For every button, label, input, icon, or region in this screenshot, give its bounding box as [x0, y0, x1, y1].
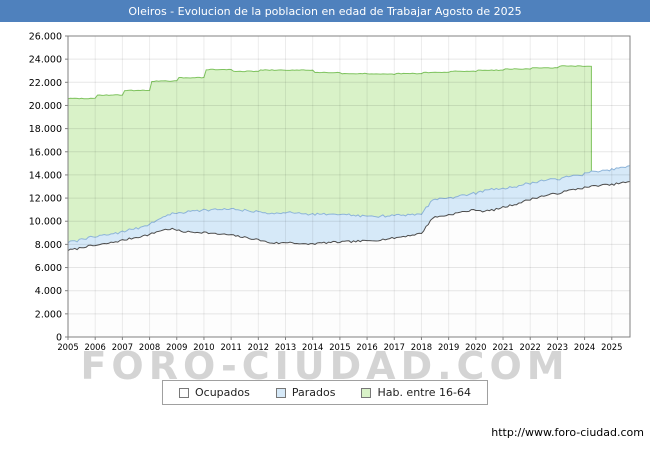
svg-text:2019: 2019 — [438, 342, 459, 352]
svg-text:2013: 2013 — [275, 342, 296, 352]
svg-text:6.000: 6.000 — [35, 263, 62, 274]
svg-text:22.000: 22.000 — [29, 78, 62, 89]
svg-text:4.000: 4.000 — [35, 286, 62, 297]
hab-16-64-color-swatch — [361, 387, 372, 398]
svg-text:12.000: 12.000 — [29, 194, 62, 205]
svg-text:2005: 2005 — [57, 342, 78, 352]
svg-text:2012: 2012 — [248, 342, 269, 352]
chart-plot-area: 0 2.000 4.000 6.000 8.000 10.000 12.000 14.000 1… — [29, 32, 631, 352]
chart-title-bar: Oleiros - Evolucion de la poblacion en e… — [0, 0, 650, 22]
svg-text:18.000: 18.000 — [29, 124, 62, 135]
svg-text:2020: 2020 — [465, 342, 486, 352]
svg-text:26.000: 26.000 — [29, 32, 62, 43]
svg-text:2018: 2018 — [411, 342, 432, 352]
svg-text:2021: 2021 — [492, 342, 513, 352]
svg-text:2025: 2025 — [601, 342, 622, 352]
svg-text:2014: 2014 — [302, 342, 323, 352]
svg-text:10.000: 10.000 — [29, 217, 62, 228]
svg-text:14.000: 14.000 — [29, 170, 62, 181]
ocupados-color-swatch — [178, 387, 189, 398]
svg-text:2022: 2022 — [520, 342, 541, 352]
svg-text:24.000: 24.000 — [29, 55, 62, 66]
legend-item-parados: Parados — [275, 386, 336, 399]
svg-text:2007: 2007 — [112, 342, 133, 352]
source-url[interactable]: http://www.foro-ciudad.com — [491, 426, 644, 439]
svg-text:16.000: 16.000 — [29, 147, 62, 158]
legend-label-hab-16-64: Hab. entre 16-64 — [377, 386, 472, 399]
svg-text:2006: 2006 — [85, 342, 106, 352]
svg-text:2015: 2015 — [329, 342, 350, 352]
svg-text:2024: 2024 — [574, 342, 595, 352]
svg-text:2009: 2009 — [166, 342, 187, 352]
chart-title: Oleiros - Evolucion de la poblacion en e… — [128, 4, 522, 18]
svg-text:20.000: 20.000 — [29, 101, 62, 112]
svg-text:8.000: 8.000 — [35, 240, 62, 251]
legend-label-parados: Parados — [291, 386, 336, 399]
svg-text:2011: 2011 — [220, 342, 241, 352]
legend-item-ocupados: Ocupados — [178, 386, 250, 399]
svg-text:2017: 2017 — [384, 342, 405, 352]
chart-legend: Ocupados Parados Hab. entre 16-64 — [161, 380, 489, 405]
svg-text:2016: 2016 — [356, 342, 377, 352]
svg-text:2023: 2023 — [547, 342, 568, 352]
svg-text:2.000: 2.000 — [35, 309, 62, 320]
svg-text:0: 0 — [56, 333, 62, 344]
svg-text:2008: 2008 — [139, 342, 160, 352]
svg-text:2010: 2010 — [193, 342, 214, 352]
legend-item-hab-16-64: Hab. entre 16-64 — [361, 386, 471, 399]
parados-color-swatch — [275, 387, 286, 398]
legend-label-ocupados: Ocupados — [194, 386, 250, 399]
